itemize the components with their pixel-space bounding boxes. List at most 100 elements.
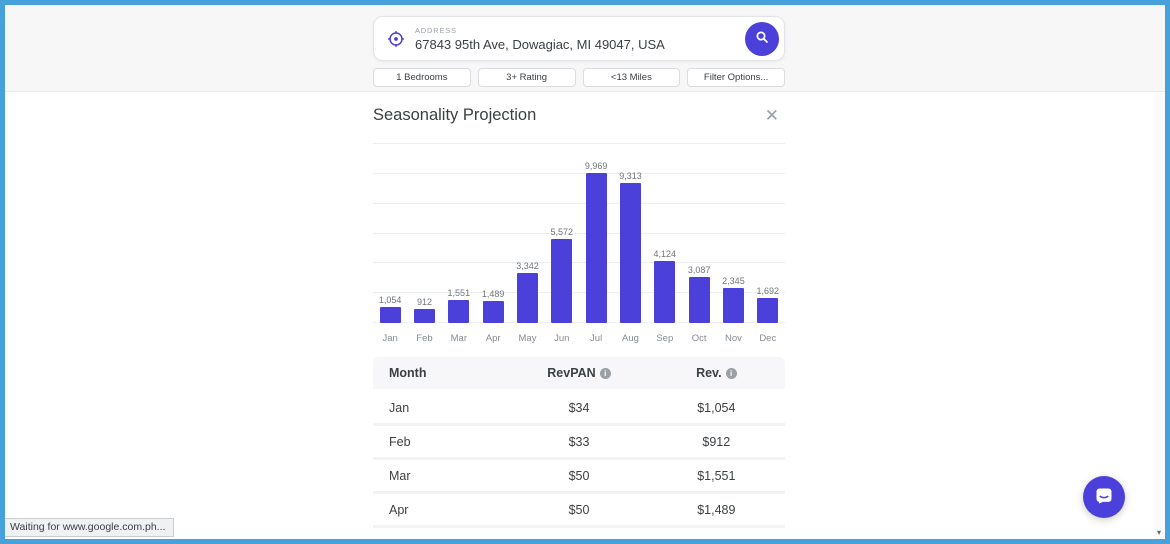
info-icon[interactable]: i: [599, 368, 611, 379]
bar-jul: [585, 173, 607, 323]
bar-group-mar: 1,551: [442, 288, 476, 323]
cell-rev: $1,054: [697, 400, 736, 415]
column-header-revpan-label: RevPAN: [547, 366, 596, 380]
status-bar: Waiting for www.google.com.ph...: [5, 518, 175, 537]
chart-gridline: [373, 143, 785, 144]
bar-group-sep: 4,124: [648, 249, 682, 323]
cell-month: Jan: [389, 400, 410, 415]
bar-value-label: 1,692: [756, 285, 780, 296]
column-header-month: Month: [389, 366, 427, 380]
cell-revpan: $50: [568, 502, 590, 517]
bar-value-label: 2,345: [722, 275, 745, 286]
bar-group-jun: 5,572: [545, 227, 579, 323]
table-row-feb: Feb $33 $912: [373, 426, 785, 460]
bar-value-label: 4,124: [653, 249, 677, 260]
bar-aug: [619, 183, 641, 323]
cell-month: Feb: [389, 434, 411, 449]
search-button[interactable]: [745, 21, 779, 56]
x-axis-label-apr: Apr: [485, 333, 501, 344]
x-axis-label-dec: Dec: [759, 333, 777, 344]
cell-rev: $1,551: [697, 468, 736, 483]
cell-revpan: $50: [568, 468, 590, 483]
x-axis-label-aug: Aug: [622, 333, 639, 344]
address-search-box[interactable]: ADDRESS 67843 95th Ave, Dowagiac, MI 490…: [373, 16, 785, 61]
chart-gridline: [373, 202, 785, 204]
bar-group-apr: 1,489: [476, 289, 510, 323]
bar-value-label: 1,551: [447, 287, 471, 298]
bar-value-label: 912: [416, 297, 432, 308]
bar-jan: [379, 307, 401, 323]
bar-group-jul: 9,969: [579, 161, 613, 323]
seasonality-bar-chart: 1,054 912 1,551 1,489 3,342 5,572 9,969 9,313 4,…: [373, 143, 785, 323]
bar-oct: [688, 276, 710, 323]
cell-month: Apr: [389, 502, 409, 517]
bar-group-may: 3,342: [510, 261, 544, 323]
search-icon: [754, 29, 770, 48]
bar-value-label: 5,572: [550, 227, 574, 238]
seasonality-panel-header: Seasonality Projection ✕: [373, 105, 785, 126]
cell-month: Mar: [389, 468, 411, 483]
bar-group-oct: 3,087: [682, 265, 716, 323]
chart-x-axis: Jan Feb Mar Apr May Jun Jul Aug Sep Oct Nov Dec: [373, 327, 785, 344]
revenue-table: Month RevPAN i Rev. i Jan $34 $1,054 Feb $…: [373, 357, 785, 528]
bar-may: [516, 272, 538, 323]
chart-gridline: [373, 322, 785, 323]
bar-group-aug: 9,313: [613, 171, 647, 323]
bar-group-nov: 2,345: [716, 276, 750, 323]
info-icon[interactable]: i: [725, 368, 737, 379]
bar-mar: [448, 299, 470, 323]
bar-value-label: 3,342: [516, 260, 539, 271]
address-field-label: ADDRESS: [415, 25, 457, 35]
chart-gridline: [373, 262, 785, 264]
bar-jun: [551, 239, 573, 323]
filter-chip-bedrooms[interactable]: 1 Bedrooms: [373, 68, 471, 87]
cell-rev: $912: [702, 434, 731, 449]
chart-gridline: [373, 232, 785, 234]
bar-value-label: 1,054: [378, 295, 402, 306]
filter-chip-row: 1 Bedrooms 3+ Rating <13 Miles Filter Op…: [373, 68, 785, 87]
x-axis-label-mar: Mar: [450, 333, 467, 344]
chart-bars: 1,054 912 1,551 1,489 3,342 5,572 9,969 9,313 4,…: [373, 143, 785, 323]
table-header-row: Month RevPAN i Rev. i: [373, 357, 785, 389]
x-axis-label-may: May: [518, 333, 537, 344]
close-icon[interactable]: ✕: [759, 105, 785, 126]
filter-chip-options[interactable]: Filter Options...: [687, 68, 785, 87]
bar-sep: [654, 261, 676, 323]
bar-dec: [757, 297, 779, 323]
column-header-revpan: RevPAN i: [510, 366, 647, 380]
x-axis-label-jan: Jan: [382, 333, 398, 344]
search-header: ADDRESS 67843 95th Ave, Dowagiac, MI 490…: [5, 5, 1165, 92]
chart-gridline: [373, 292, 785, 294]
bar-apr: [482, 300, 504, 323]
x-axis-label-oct: Oct: [691, 333, 707, 344]
chat-bubble-icon: [1094, 486, 1114, 509]
location-pin-icon: [387, 30, 405, 48]
table-row-mar: Mar $50 $1,551: [373, 460, 785, 494]
bar-nov: [722, 287, 744, 323]
scrollbar-down-arrow[interactable]: ▾: [1156, 528, 1161, 537]
table-row-apr: Apr $50 $1,489: [373, 494, 785, 528]
filter-chip-miles[interactable]: <13 Miles: [582, 68, 681, 87]
chart-gridline: [373, 172, 785, 174]
bar-value-label: 9,969: [584, 161, 608, 172]
bar-value-label: 1,489: [481, 288, 505, 299]
panel-title: Seasonality Projection: [373, 106, 537, 124]
x-axis-label-sep: Sep: [656, 333, 674, 344]
cell-revpan: $33: [568, 434, 590, 449]
address-field-value[interactable]: 67843 95th Ave, Dowagiac, MI 49047, USA: [415, 36, 665, 52]
chat-widget-button[interactable]: [1083, 476, 1125, 518]
address-field[interactable]: ADDRESS 67843 95th Ave, Dowagiac, MI 490…: [415, 26, 745, 52]
x-axis-label-jul: Jul: [590, 333, 603, 344]
bar-group-jan: 1,054: [373, 295, 407, 323]
bar-group-feb: 912: [407, 297, 441, 323]
cell-rev: $1,489: [697, 502, 736, 517]
scrollbar-track[interactable]: [1154, 93, 1165, 539]
x-axis-label-nov: Nov: [724, 333, 742, 344]
bar-value-label: 3,087: [687, 264, 711, 275]
column-header-rev-label: Rev.: [696, 366, 722, 380]
x-axis-label-jun: Jun: [554, 333, 570, 344]
cell-revpan: $34: [568, 400, 590, 415]
filter-chip-rating[interactable]: 3+ Rating: [477, 68, 576, 87]
table-row-jan: Jan $34 $1,054: [373, 392, 785, 426]
